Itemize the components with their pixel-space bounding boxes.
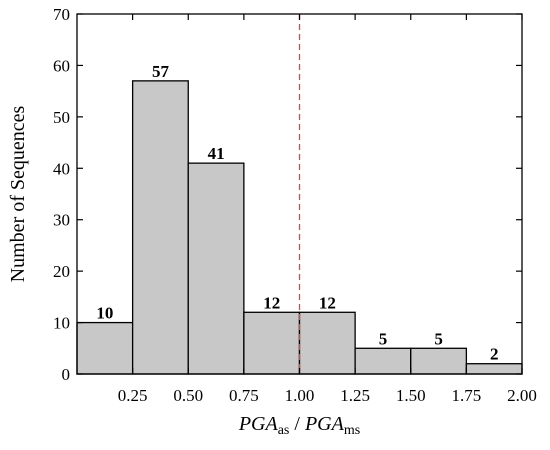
bar-value-label: 10 (96, 304, 113, 323)
bar (243, 311, 301, 375)
bar-value-label: 2 (490, 345, 499, 364)
x-title-separator: / (289, 413, 305, 435)
x-tick-label: 1.75 (452, 386, 482, 405)
x-tick-label: 2.00 (507, 386, 537, 405)
y-tick-label: 0 (62, 365, 71, 384)
bar-value-labels: 10 57 41 12 12 5 5 2 (96, 62, 498, 364)
y-tick-label: 10 (53, 314, 70, 333)
bar-value-label: 12 (263, 293, 280, 312)
bars (76, 80, 523, 375)
x-tick-label: 1.50 (396, 386, 426, 405)
y-axis-title: Number of Sequences (7, 105, 29, 282)
bar-value-label: 5 (379, 329, 388, 348)
bar-value-label: 12 (319, 293, 336, 312)
x-title-part2: PGA (304, 413, 345, 435)
bar (76, 321, 134, 375)
bar (354, 347, 412, 375)
x-axis-title: PGAas / PGAms (238, 413, 360, 438)
x-tick-label: 0.75 (229, 386, 259, 405)
bar (298, 311, 356, 375)
bar-value-label: 5 (434, 329, 443, 348)
y-tick-label: 20 (53, 262, 70, 281)
x-tick-label: 1.25 (340, 386, 370, 405)
y-tick-label: 40 (53, 159, 70, 178)
bar (187, 162, 245, 375)
bar-value-label: 57 (152, 62, 170, 81)
bar (410, 347, 468, 375)
bar (465, 363, 523, 375)
x-tick-label: 0.25 (118, 386, 148, 405)
x-tick-label: 0.50 (173, 386, 203, 405)
y-tick-label: 70 (53, 5, 70, 24)
y-tick-label: 50 (53, 108, 70, 127)
bar-value-label: 41 (208, 144, 225, 163)
x-title-part1: PGA (238, 413, 279, 435)
x-tick-label: 1.00 (285, 386, 315, 405)
x-title-sub2: ms (344, 423, 360, 438)
axis-ticks: 0 10 20 30 40 50 60 70 0.25 0.50 0.75 1.00 1.25 1.50 1… (53, 5, 537, 405)
x-title-sub1: as (278, 423, 290, 438)
y-tick-label: 60 (53, 56, 70, 75)
y-tick-label: 30 (53, 211, 70, 230)
bar (131, 80, 189, 375)
